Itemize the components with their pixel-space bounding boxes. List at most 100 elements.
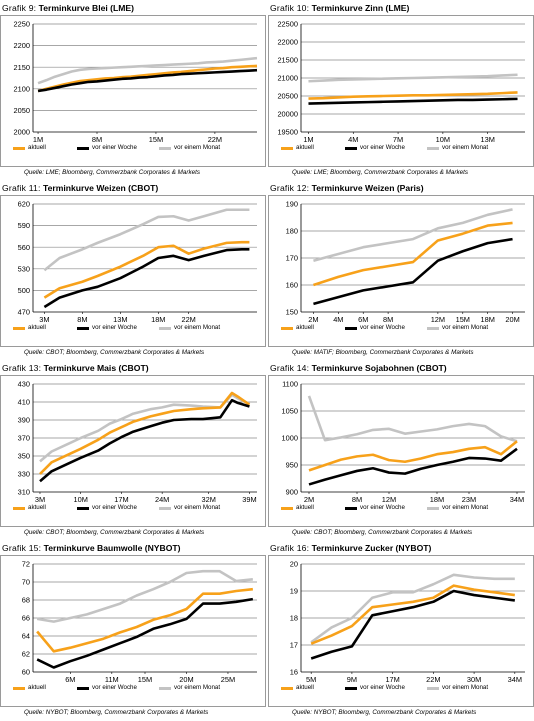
series-line-aktuell <box>39 391 251 475</box>
series-line-woche <box>43 248 250 309</box>
chart-title-text: Terminkurve Sojabohnen (CBOT) <box>311 363 447 373</box>
series-line-woche <box>39 398 250 483</box>
legend-label: aktuell <box>296 504 314 511</box>
legend-label: vor einer Woche <box>360 144 405 151</box>
chart-title: Grafik 15: Terminkurve Baumwolle (NYBOT) <box>2 543 181 553</box>
series-line-monat <box>43 208 250 272</box>
legend-label: aktuell <box>28 324 46 331</box>
x-tick-label: 15M <box>456 315 470 324</box>
x-tick-label: 15M <box>138 675 152 684</box>
plot-area: 19500 20000 20500 21000 21500 22000 22500 1M 4M 7… <box>268 15 534 167</box>
y-tick-label: 590 <box>18 221 30 230</box>
y-tick-label: 150 <box>286 308 298 317</box>
y-tick-label: 500 <box>18 286 30 295</box>
legend-label: vor einer Woche <box>360 324 405 331</box>
legend-swatch <box>77 687 89 690</box>
y-tick-label: 64 <box>22 632 30 641</box>
chart-number: Grafik 15: <box>2 543 42 553</box>
x-tick-label: 18M <box>151 315 165 324</box>
x-tick-label: 34M <box>510 495 524 504</box>
legend-swatch <box>345 327 357 330</box>
x-tick-label: 12M <box>431 315 445 324</box>
plot-area: 310 330 350 370 390 410 430 3M 10M 17M 24M 32M 39M ak… <box>0 375 266 527</box>
series-line-woche <box>310 589 515 660</box>
chart-number: Grafik 16: <box>270 543 310 553</box>
legend-label: aktuell <box>28 144 46 151</box>
y-tick-label: 620 <box>18 200 30 209</box>
series-line-monat <box>37 56 258 85</box>
chart-title: Grafik 14: Terminkurve Sojabohnen (CBOT) <box>270 363 447 373</box>
legend-swatch <box>427 687 439 690</box>
x-tick-label: 17M <box>114 495 128 504</box>
chart-title: Grafik 10: Terminkurve Zinn (LME) <box>270 3 409 13</box>
line-chart: 2000 2050 2100 2150 2200 2250 1M 8M 15M 22M <box>14 20 258 144</box>
chart-panel: Grafik 13: Terminkurve Mais (CBOT) 310 330… <box>0 363 266 541</box>
y-tick-label: 17 <box>290 641 298 650</box>
chart-title-text: Terminkurve Weizen (CBOT) <box>43 183 159 193</box>
x-tick-label: 24M <box>155 495 169 504</box>
y-tick-label: 20500 <box>277 92 298 101</box>
chart-number: Grafik 13: <box>2 363 42 373</box>
y-tick-label: 190 <box>286 200 298 209</box>
chart-panel: Grafik 16: Terminkurve Zucker (NYBOT) 16 1… <box>268 543 534 721</box>
series-line-woche <box>308 97 518 105</box>
x-tick-label: 32M <box>202 495 216 504</box>
series-line-aktuell <box>43 240 250 299</box>
chart-source: Quelle: CBOT; Bloomberg, Commerzbank Cor… <box>24 529 205 536</box>
x-tick-label: 22M <box>426 675 440 684</box>
series-line-monat <box>313 208 513 262</box>
y-tick-label: 72 <box>22 560 30 569</box>
legend-swatch <box>345 687 357 690</box>
chart-number: Grafik 12: <box>270 183 310 193</box>
legend-swatch <box>13 147 25 150</box>
plot-area: 2000 2050 2100 2150 2200 2250 1M 8M 15M 22M aktuel… <box>0 15 266 167</box>
series-line-aktuell <box>36 587 253 653</box>
legend-swatch <box>345 147 357 150</box>
series-line-aktuell <box>310 584 515 645</box>
y-tick-label: 70 <box>22 578 30 587</box>
x-tick-label: 3M <box>39 315 49 324</box>
y-tick-label: 19 <box>290 587 298 596</box>
x-tick-label: 9M <box>347 675 357 684</box>
legend-label: vor einem Monat <box>174 504 221 511</box>
chart-panel: Grafik 11: Terminkurve Weizen (CBOT) 470 5… <box>0 183 266 361</box>
legend-label: vor einem Monat <box>442 684 489 691</box>
y-tick-label: 1100 <box>282 380 298 389</box>
x-tick-label: 6M <box>65 675 75 684</box>
x-tick-label: 6M <box>358 315 368 324</box>
chart-number: Grafik 10: <box>270 3 310 13</box>
line-chart: 16 17 18 19 20 5M 9M 17M 22M 30M 34M <box>290 560 525 684</box>
legend-label: vor einer Woche <box>92 144 137 151</box>
y-tick-label: 22000 <box>277 38 298 47</box>
x-tick-label: 4M <box>333 315 343 324</box>
x-tick-label: 4M <box>348 135 358 144</box>
series-line-aktuell <box>313 221 513 287</box>
chart-title: Grafik 13: Terminkurve Mais (CBOT) <box>2 363 149 373</box>
legend-label: vor einer Woche <box>92 324 137 331</box>
x-tick-label: 22M <box>181 315 195 324</box>
chart-panel: Grafik 10: Terminkurve Zinn (LME) 19500 20… <box>268 3 534 181</box>
chart-number: Grafik 9: <box>2 3 37 13</box>
chart-source: Quelle: MATIF; Bloomberg, Commerzbank Co… <box>292 349 474 356</box>
x-tick-label: 11M <box>105 675 119 684</box>
chart-source: Quelle: LME; Bloomberg, Commerzbank Corp… <box>24 169 201 176</box>
series-line-woche <box>308 447 518 486</box>
chart-title-text: Terminkurve Zinn (LME) <box>311 3 410 13</box>
legend-label: aktuell <box>28 684 46 691</box>
legend-swatch <box>281 147 293 150</box>
chart-source: Quelle: NYBOT; Bloomberg, Commerzbank Co… <box>292 709 477 716</box>
legend-swatch <box>13 327 25 330</box>
y-tick-label: 21000 <box>277 74 298 83</box>
chart-source: Quelle: CBOT; Bloomberg, Commerzbank Cor… <box>24 349 205 356</box>
y-tick-label: 2100 <box>14 84 30 93</box>
series-line-aktuell <box>37 64 258 93</box>
legend-swatch <box>77 327 89 330</box>
legend-swatch <box>13 687 25 690</box>
y-tick-label: 350 <box>18 452 30 461</box>
y-tick-label: 22500 <box>277 20 298 29</box>
chart-panel: Grafik 9: Terminkurve Blei (LME) 2000 2050… <box>0 3 266 181</box>
x-tick-label: 5M <box>306 675 316 684</box>
y-tick-label: 310 <box>18 488 30 497</box>
legend-swatch <box>159 687 171 690</box>
chart-source: Quelle: CBOT; Bloomberg, Commerzbank Cor… <box>292 529 473 536</box>
